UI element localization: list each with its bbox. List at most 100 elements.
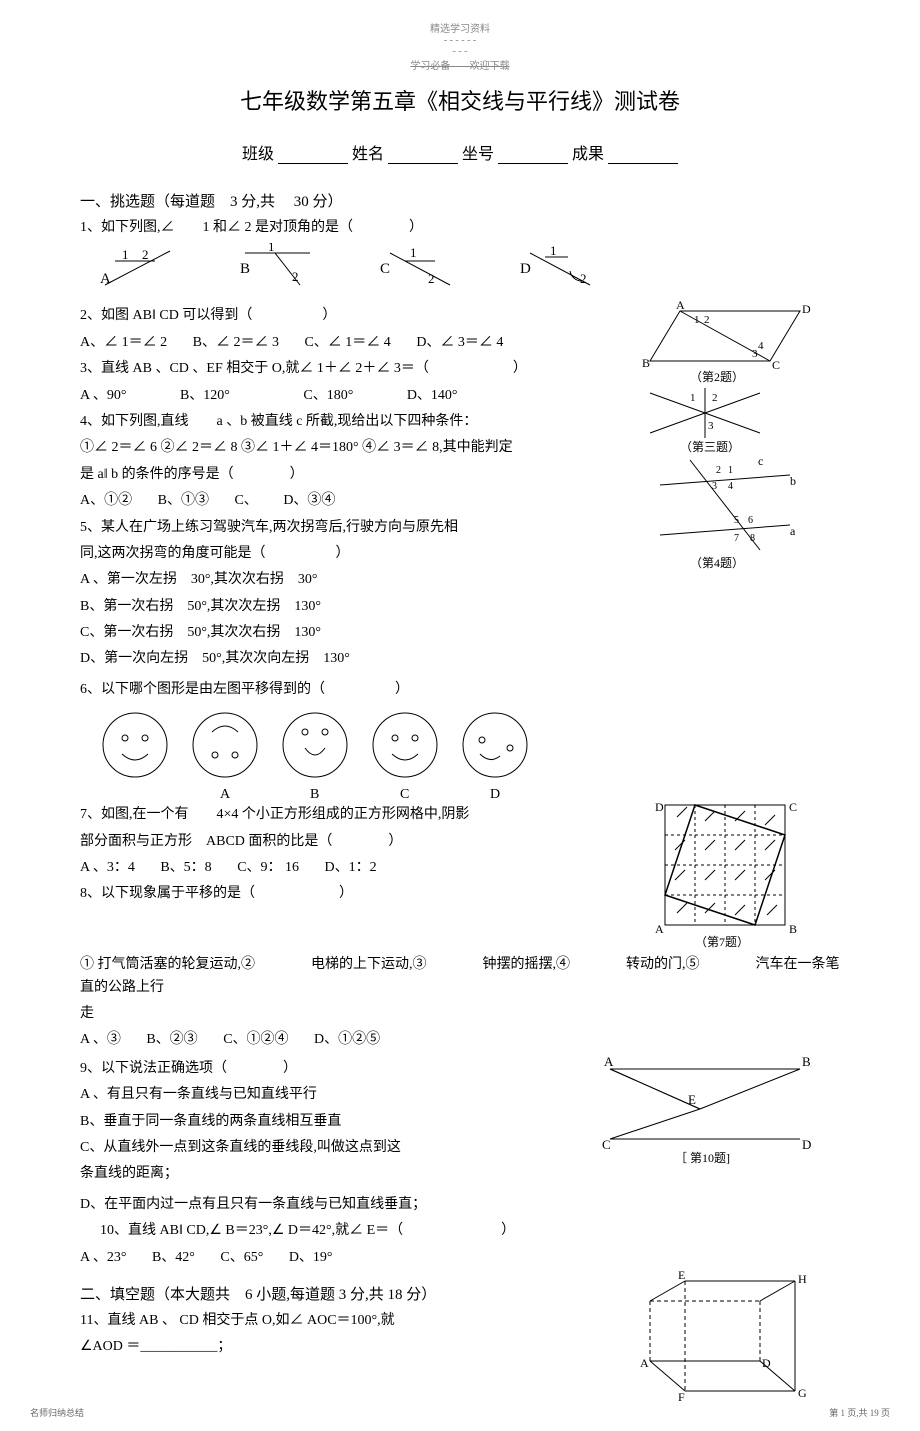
- q2-text: 2、如图 AB‖ CD 可以得到（ ）: [80, 305, 640, 327]
- svg-text:4: 4: [728, 481, 733, 492]
- q6-text: 6、以下哪个图形是由左图平移得到的（ ）: [80, 679, 840, 701]
- svg-text:A: A: [604, 1054, 614, 1069]
- header-dash: - - - - - -: [80, 35, 840, 46]
- svg-text:E: E: [688, 1092, 696, 1107]
- q2-A: A、∠ 1＝∠ 2: [80, 332, 167, 354]
- q5-C: C、第一次右拐 50°,其次次右拐 130°: [80, 622, 640, 644]
- svg-text:D: D: [762, 1356, 771, 1370]
- svg-text:B: B: [642, 356, 650, 370]
- name-blank[interactable]: [388, 163, 458, 164]
- q7-D: D、1：2: [325, 857, 377, 879]
- q5-A: A 、第一次左拐 30°,其次次右拐 30°: [80, 569, 640, 591]
- footer-right: 第 1 页,共 19 页: [829, 1406, 890, 1419]
- svg-text:1: 1: [550, 243, 557, 258]
- q2-opts: A、∠ 1＝∠ 2 B、∠ 2＝∠ 3 C、∠ 1＝∠ 4 D、∠ 3＝∠ 4: [80, 332, 640, 354]
- q10-B: B、42°: [152, 1247, 195, 1269]
- svg-text:2: 2: [142, 247, 149, 262]
- svg-text:C: C: [789, 800, 797, 814]
- svg-text:a: a: [790, 524, 796, 538]
- svg-text:2: 2: [580, 271, 587, 286]
- q10-figure: A B C D E ［ 第10题]: [580, 1054, 830, 1164]
- svg-text:A: A: [100, 271, 111, 287]
- q3-B: B、120°: [180, 385, 230, 407]
- q5-l2: 同,这两次拐弯的角度可能是（ ）: [80, 543, 640, 565]
- q2-D: D、∠ 3＝∠ 4: [416, 332, 503, 354]
- svg-text:1: 1: [268, 243, 275, 254]
- q10-text: 10、直线 AB‖ CD,∠ B＝23°,∠ D＝42°,就∠ E＝（ ）: [80, 1220, 840, 1242]
- q8-l1: 8、以下现象属于平移的是（ ）: [80, 883, 640, 905]
- svg-text:B: B: [240, 261, 250, 277]
- q7-figure: D C A B （第7题）: [640, 800, 810, 950]
- class-label: 班级: [242, 146, 274, 163]
- q2-figure: A D B C 1 2 3 4 （第2题）: [640, 301, 820, 383]
- svg-text:3: 3: [712, 481, 717, 492]
- svg-text:4: 4: [758, 340, 764, 352]
- q7-C: C、9： 16: [237, 857, 299, 879]
- q3-A: A 、90°: [80, 385, 126, 407]
- q1-figures: 1 2 A 1 2 B 1 2 C 1: [80, 243, 640, 297]
- q4-l3: 是 a‖ b 的条件的序号是（ ）: [80, 464, 640, 486]
- svg-text:C: C: [602, 1137, 611, 1152]
- seat-blank[interactable]: [498, 163, 568, 164]
- q2-B: B、∠ 2＝∠ 3: [193, 332, 279, 354]
- q4-C: C、: [234, 490, 257, 512]
- svg-text:6: 6: [748, 515, 753, 526]
- q2-C: C、∠ 1＝∠ 4: [304, 332, 390, 354]
- class-blank[interactable]: [278, 163, 348, 164]
- q9-B: B、垂直于同一条直线的两条直线相互垂直: [80, 1111, 580, 1133]
- footer-left: 名师归纳总结: [30, 1406, 84, 1419]
- svg-text:2: 2: [704, 314, 710, 326]
- q8-opts: A 、③ B、②③ C、①②④ D、①②⑤: [80, 1029, 840, 1051]
- section1-head: 一、挑选题（每道题 3 分,共 30 分）: [80, 190, 840, 211]
- header-strike: 学习必备----- 欢迎下载: [80, 57, 840, 72]
- q5-D: D、第一次向左拐 50°,其次次向左拐 130°: [80, 648, 640, 670]
- q8-D: D、①②⑤: [314, 1029, 380, 1051]
- q9-D: D、在平面内过一点有且只有一条直线与已知直线垂直；: [80, 1194, 840, 1216]
- svg-text:1: 1: [690, 392, 696, 404]
- q4-B: B、①③: [158, 490, 209, 512]
- q3-opts: A 、90° B、120° C、180° D、140°: [80, 385, 640, 407]
- svg-text:2: 2: [712, 392, 718, 404]
- svg-text:2: 2: [292, 269, 299, 284]
- q3-C: C、180°: [303, 385, 353, 407]
- q6-figures: A B C D: [80, 705, 840, 800]
- q3-D: D、140°: [407, 385, 458, 407]
- q5-l1: 5、某人在广场上练习驾驶汽车,两次拐弯后,行驶方向与原先相: [80, 517, 640, 539]
- q9-A: A 、有且只有一条直线与已知直线平行: [80, 1084, 580, 1106]
- q10-opts: A 、23° B、42° C、65° D、19°: [80, 1247, 840, 1269]
- svg-text:b: b: [790, 474, 796, 488]
- svg-text:G: G: [798, 1386, 807, 1400]
- svg-text:H: H: [798, 1272, 807, 1286]
- q9-l1: 9、以下说法正确选项（ ）: [80, 1058, 580, 1080]
- q1-options: 1 2 A 1 2 B 1 2 C 1: [80, 243, 840, 297]
- svg-text:（第2题）: （第2题）: [690, 370, 744, 383]
- svg-text:1: 1: [122, 247, 129, 262]
- q4-opts: A、①② B、①③ C、 D、③④: [80, 490, 640, 512]
- svg-text:F: F: [678, 1390, 685, 1401]
- svg-text:D: D: [802, 1137, 811, 1152]
- q4-figure: 1 2 3 4 5 6 7 8 b a c （第4题）: [640, 455, 810, 575]
- svg-text:B: B: [310, 787, 319, 800]
- q9-C2: 条直线的距离；: [80, 1163, 580, 1185]
- result-blank[interactable]: [608, 163, 678, 164]
- svg-text:B: B: [802, 1054, 811, 1069]
- q10-A: A 、23°: [80, 1247, 126, 1269]
- result-label: 成果: [572, 146, 604, 163]
- q5-B: B、第一次右拐 50°,其次次左拐 130°: [80, 596, 640, 618]
- q4-l2: ①∠ 2＝∠ 6 ②∠ 2＝∠ 8 ③∠ 1＋∠ 4＝180° ④∠ 3＝∠ 8…: [80, 437, 640, 459]
- svg-text:1: 1: [694, 314, 700, 326]
- svg-text:E: E: [678, 1271, 685, 1282]
- q4-l1: 4、如下列图,直线 a 、b 被直线 c 所截,现给出以下四种条件：: [80, 411, 640, 433]
- q8-C: C、①②④: [223, 1029, 288, 1051]
- q10-C: C、65°: [220, 1247, 263, 1269]
- q4-D: D、③④: [283, 490, 335, 512]
- q8-A: A 、③: [80, 1029, 121, 1051]
- svg-text:（第7题）: （第7题）: [695, 935, 749, 949]
- svg-text:2: 2: [716, 465, 721, 476]
- svg-text:A: A: [640, 1356, 649, 1370]
- q7-B: B、5：8: [160, 857, 211, 879]
- q10-D: D、19°: [289, 1247, 333, 1269]
- q7-l1: 7、如图,在一个有 4×4 个小正方形组成的正方形网格中,阴影: [80, 804, 640, 826]
- svg-text:7: 7: [734, 533, 739, 544]
- svg-text:A: A: [676, 301, 685, 312]
